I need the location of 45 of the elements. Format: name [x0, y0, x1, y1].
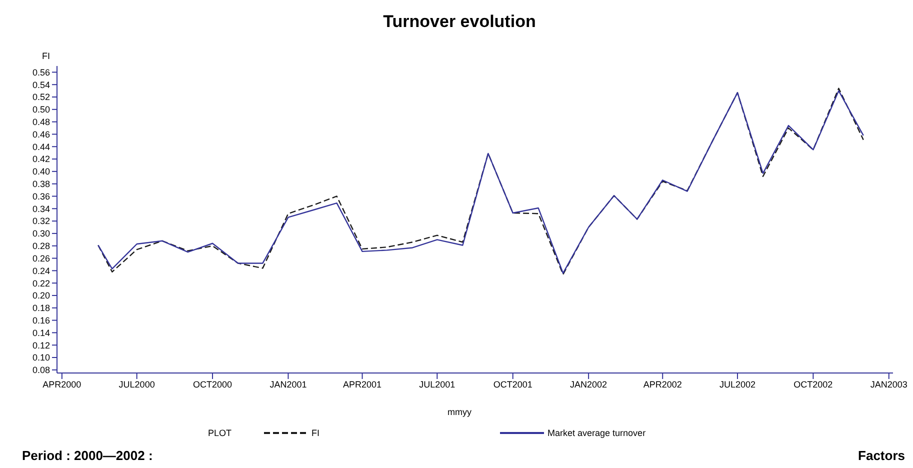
- y-tick-label: 0.10: [32, 352, 50, 363]
- x-tick-label: OCT2002: [794, 379, 833, 390]
- x-axis-title: mmyy: [446, 407, 472, 417]
- text: Factors: [858, 448, 905, 463]
- y-tick-label: 0.42: [32, 154, 50, 164]
- x-tick-label: JUL2001: [419, 379, 456, 390]
- y-tick-label: 0.18: [32, 303, 50, 314]
- y-tick-label: 0.46: [32, 129, 50, 140]
- y-tick-label: 0.44: [32, 142, 50, 152]
- legend-label: Market average turnover: [548, 428, 646, 438]
- x-tick-label: OCT2001: [493, 379, 532, 390]
- y-tick-label: 0.22: [32, 278, 50, 288]
- y-tick-label: 0.26: [32, 253, 50, 264]
- y-tick-label: 0.24: [32, 266, 50, 276]
- y-tick-label: 0.40: [32, 166, 50, 177]
- legend-title: PLOT: [208, 428, 232, 438]
- y-tick-label: 0.20: [32, 290, 50, 301]
- y-tick-label: 0.28: [32, 241, 50, 252]
- x-tick-label: JUL2000: [118, 379, 155, 390]
- y-tick-label: 0.54: [32, 80, 50, 90]
- y-tick-label: 0.50: [32, 104, 50, 115]
- x-tick-label: APR2002: [643, 379, 682, 390]
- y-tick-label: 0.56: [32, 67, 50, 78]
- text: Period : 2000—2002 :: [22, 448, 153, 463]
- y-tick-label: 0.16: [32, 315, 50, 326]
- x-tick-label: OCT2000: [193, 379, 232, 390]
- y-tick-label: 0.34: [32, 204, 50, 214]
- y-tick-label: 0.30: [32, 228, 50, 239]
- x-tick-label: JUL2002: [719, 379, 756, 390]
- y-tick-label: 0.38: [32, 179, 50, 190]
- x-tick-label: APR2000: [42, 379, 82, 390]
- y-tick-label: 0.48: [32, 117, 50, 128]
- y-tick-label: 0.12: [32, 340, 50, 350]
- x-tick-label: APR2001: [343, 379, 382, 390]
- y-tick-label: 0.14: [32, 328, 50, 338]
- x-tick-label: JAN2002: [570, 379, 608, 390]
- legend-label: FI: [312, 428, 320, 438]
- y-tick-label: 0.36: [32, 191, 50, 202]
- y-axis-title: FI: [42, 51, 50, 61]
- x-tick-label: JAN2001: [270, 379, 307, 390]
- x-tick-label: JAN2003: [870, 379, 908, 390]
- y-tick-label: 0.52: [32, 92, 50, 102]
- y-tick-label: 0.32: [32, 216, 50, 226]
- chart-title: Turnover evolution: [382, 12, 537, 32]
- y-tick-label: 0.08: [32, 365, 50, 376]
